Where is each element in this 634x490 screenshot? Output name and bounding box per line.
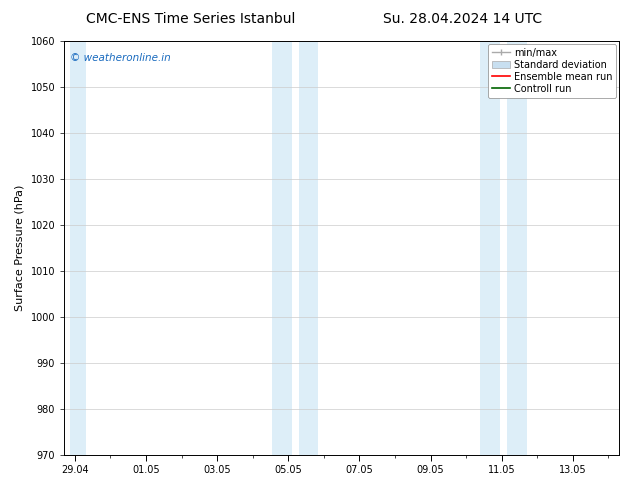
Text: Su. 28.04.2024 14 UTC: Su. 28.04.2024 14 UTC (384, 12, 542, 26)
Legend: min/max, Standard deviation, Ensemble mean run, Controll run: min/max, Standard deviation, Ensemble me… (488, 44, 616, 98)
Bar (70, 41, 86, 455)
Text: © weatheronline.in: © weatheronline.in (70, 53, 171, 64)
Bar (507, 41, 526, 455)
Y-axis label: Surface Pressure (hPa): Surface Pressure (hPa) (15, 185, 25, 311)
Bar (299, 41, 318, 455)
Text: CMC-ENS Time Series Istanbul: CMC-ENS Time Series Istanbul (86, 12, 295, 26)
Bar (481, 41, 500, 455)
Bar (272, 41, 292, 455)
